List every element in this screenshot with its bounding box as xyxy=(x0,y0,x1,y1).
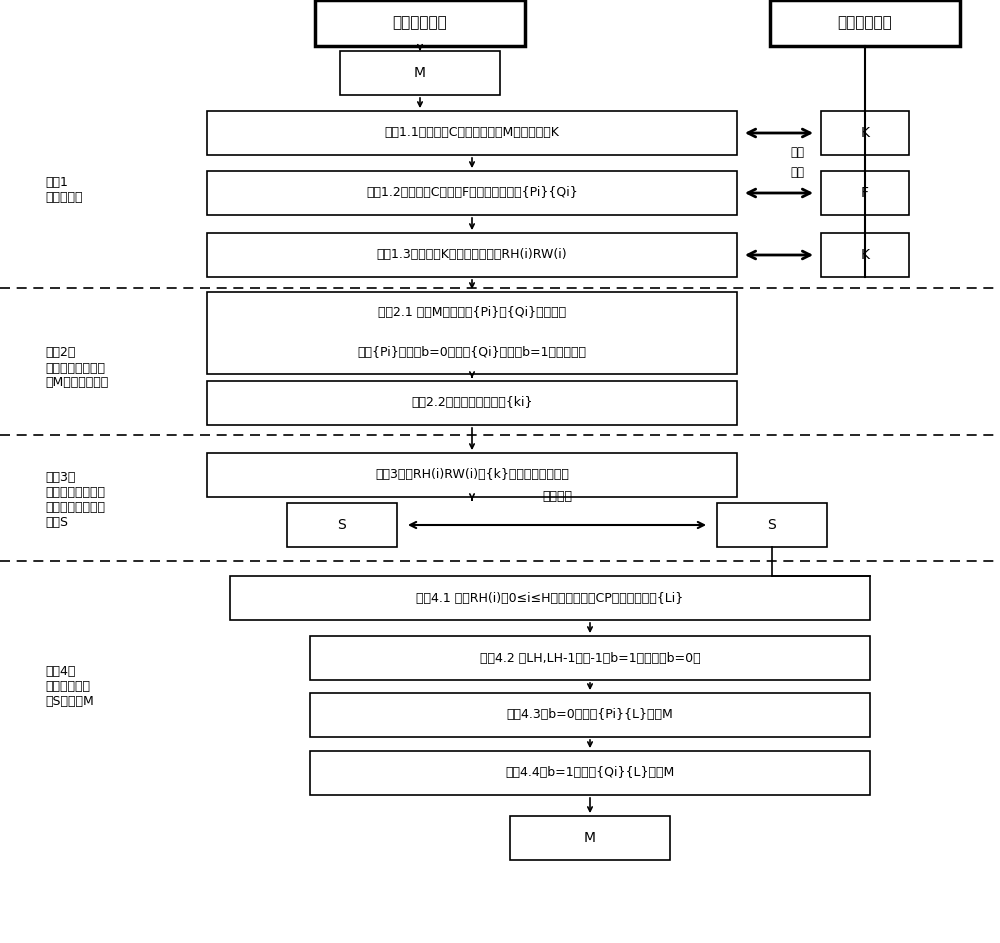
Text: 步骤3基于RH(i)RW(i)对{k}进置乱编码与隐藏: 步骤3基于RH(i)RW(i)对{k}进置乱编码与隐藏 xyxy=(375,469,569,482)
Text: M: M xyxy=(414,66,426,80)
Text: 步骤4.3当b=0时，以{Pi}{L}恢复M: 步骤4.3当b=0时，以{Pi}{L}恢复M xyxy=(507,708,673,721)
Text: 步骤4.4当b=1时，以{Qi}{L}恢复M: 步骤4.4当b=1时，以{Qi}{L}恢复M xyxy=(505,767,675,780)
Bar xyxy=(770,0,960,46)
Bar xyxy=(207,233,737,277)
Text: 公开信道: 公开信道 xyxy=(542,490,572,504)
Text: K: K xyxy=(860,126,870,140)
Bar xyxy=(821,111,909,155)
Text: 步骤2：
基于中国剩余定理
的M预编码与优化: 步骤2： 基于中国剩余定理 的M预编码与优化 xyxy=(45,346,108,389)
Text: 信息解密实体: 信息解密实体 xyxy=(838,15,892,30)
Text: K: K xyxy=(860,248,870,262)
Bar xyxy=(310,693,870,737)
Bar xyxy=(207,453,737,497)
Bar xyxy=(207,171,737,215)
Bar xyxy=(207,292,737,374)
Text: 步骤1.2依据图像C及规则F得到两组互素数{Pi}{Qi}: 步骤1.2依据图像C及规则F得到两组互素数{Pi}{Qi} xyxy=(366,187,578,200)
Bar xyxy=(310,636,870,680)
Text: 步骤3：
嵌入置乱映射后的
待隐藏信息预编码
得到S: 步骤3： 嵌入置乱映射后的 待隐藏信息预编码 得到S xyxy=(45,471,105,529)
Text: S: S xyxy=(338,518,346,532)
Text: M: M xyxy=(584,831,596,845)
Bar xyxy=(230,576,870,620)
Text: 步骤1
系统初始化: 步骤1 系统初始化 xyxy=(45,176,82,204)
Text: F: F xyxy=(861,186,869,200)
Text: 可在{Pi}表达记b=0，可在{Qi}表达记b=1，否则终止: 可在{Pi}表达记b=0，可在{Qi}表达记b=1，否则终止 xyxy=(358,346,586,359)
Bar xyxy=(207,381,737,425)
Text: 步骤4.1 在第RH(i)行0≤i≤H找到被标记的CP，记下其位置{Li}: 步骤4.1 在第RH(i)行0≤i≤H找到被标记的CP，记下其位置{Li} xyxy=(416,591,684,604)
Bar xyxy=(821,233,909,277)
Bar xyxy=(287,503,397,547)
Bar xyxy=(510,816,670,860)
Bar xyxy=(717,503,827,547)
Text: 信息嵌入实体: 信息嵌入实体 xyxy=(393,15,447,30)
Text: 步骤2.1 判断M是否可在{Pi}或{Qi}上表达；: 步骤2.1 判断M是否可在{Pi}或{Qi}上表达； xyxy=(378,306,566,320)
Bar xyxy=(310,751,870,795)
Bar xyxy=(821,171,909,215)
Text: S: S xyxy=(768,518,776,532)
Text: 安全: 安全 xyxy=(790,146,804,159)
Text: 步骤1.1输入图像C，待嵌入信息M，隐藏密钥K: 步骤1.1输入图像C，待嵌入信息M，隐藏密钥K xyxy=(385,126,559,140)
Text: 步骤4：
基于共享信息
从S中恢复M: 步骤4： 基于共享信息 从S中恢复M xyxy=(45,665,94,708)
Bar xyxy=(315,0,525,46)
Text: 信道: 信道 xyxy=(790,167,804,179)
Text: 步骤1.3基于密钥K，生成置乱映射RH(i)RW(i): 步骤1.3基于密钥K，生成置乱映射RH(i)RW(i) xyxy=(377,249,567,261)
Bar xyxy=(207,111,737,155)
Text: 步骤4.2 若LH,LH-1不为-1则b=1，否则，b=0；: 步骤4.2 若LH,LH-1不为-1则b=1，否则，b=0； xyxy=(480,652,700,665)
Text: 步骤2.2选择性优化。重写{ki}: 步骤2.2选择性优化。重写{ki} xyxy=(411,396,533,409)
Bar xyxy=(340,51,500,95)
